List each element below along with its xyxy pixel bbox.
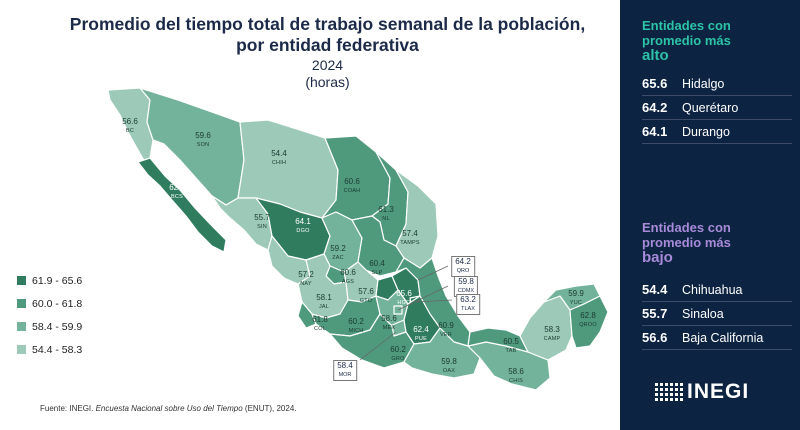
label-camp: 58.3 CAMP bbox=[543, 325, 561, 342]
list-item: 54.4 Chihuahua bbox=[642, 278, 792, 302]
state-son bbox=[139, 87, 245, 206]
source-survey: Encuesta Nacional sobre Uso del Tiempo bbox=[95, 404, 243, 413]
leader-qro bbox=[417, 265, 449, 281]
legend-label: 60.0 - 61.8 bbox=[32, 297, 83, 310]
label-son: 59.6 SON bbox=[195, 131, 211, 148]
high-heading: Entidades con promedio más alto bbox=[642, 18, 731, 63]
label-chis: 58.6 CHIS bbox=[508, 367, 524, 384]
list-item: 56.6 Baja California bbox=[642, 326, 792, 350]
label-tamps: 57.4 TAMPS bbox=[400, 229, 420, 246]
high-value: 64.1 bbox=[642, 124, 668, 139]
list-item: 55.7 Sinaloa bbox=[642, 302, 792, 326]
low-heading-big: bajo bbox=[642, 249, 673, 266]
label-tab: 60.5 TAB bbox=[503, 337, 519, 354]
high-heading-line-1: Entidades con bbox=[642, 18, 731, 33]
high-state-name: Querétaro bbox=[682, 100, 739, 115]
label-bc: 56.6 BC bbox=[122, 117, 138, 134]
state-col bbox=[297, 301, 317, 329]
callout-qro: 64.2 QRO bbox=[451, 256, 475, 277]
low-heading-line-2: promedio más bbox=[642, 235, 731, 250]
label-slp: 60.4 SLP bbox=[369, 259, 385, 276]
label-ags: 60.6 AGS bbox=[340, 268, 356, 285]
label-dgo: 64.1 DGO bbox=[295, 217, 311, 234]
label-pue: 62.4 PUE bbox=[413, 325, 429, 342]
label-gro: 60.2 GRO bbox=[390, 345, 406, 362]
state-bcs bbox=[137, 157, 227, 253]
leader-tlax bbox=[415, 299, 453, 303]
label-jal: 58.1 JAL bbox=[316, 293, 332, 310]
label-nl: 61.3 NL bbox=[378, 205, 394, 222]
label-coah: 60.6 COAH bbox=[343, 177, 361, 194]
legend-item: 61.9 - 65.6 bbox=[17, 274, 83, 287]
low-value: 56.6 bbox=[642, 330, 668, 345]
low-state-name: Baja California bbox=[682, 330, 764, 345]
mexico-map bbox=[107, 87, 609, 391]
source-prefix: Fuente: INEGI. bbox=[40, 404, 96, 413]
logo-text: INEGI bbox=[687, 380, 750, 403]
low-list: 54.4 Chihuahua 55.7 Sinaloa 56.6 Baja Ca… bbox=[642, 278, 792, 350]
title-line-1: Promedio del tiempo total de trabajo sem… bbox=[69, 14, 586, 34]
legend-item: 54.4 - 58.3 bbox=[17, 343, 83, 356]
low-heading-line-1: Entidades con bbox=[642, 220, 731, 235]
callout-mor: 58.4 MOR bbox=[333, 360, 357, 381]
label-sin: 55.7 SIN bbox=[254, 213, 270, 230]
legend-swatch bbox=[17, 276, 26, 285]
legend-swatch bbox=[17, 322, 26, 331]
title-unit: (horas) bbox=[305, 74, 350, 90]
label-qroo: 62.8 QROO bbox=[579, 311, 597, 328]
high-state-name: Durango bbox=[682, 124, 730, 139]
label-hgo: 65.6 HGO bbox=[396, 289, 412, 306]
source-note: Fuente: INEGI. Encuesta Nacional sobre U… bbox=[40, 404, 297, 413]
high-list: 65.6 Hidalgo 64.2 Querétaro 64.1 Durango bbox=[642, 72, 792, 144]
inegi-logo: INEGI bbox=[655, 380, 749, 404]
summary-panel: Entidades con promedio más alto 65.6 Hid… bbox=[620, 0, 800, 430]
high-value: 65.6 bbox=[642, 76, 668, 91]
label-zac: 59.2 ZAC bbox=[330, 244, 346, 261]
low-state-name: Chihuahua bbox=[682, 282, 743, 297]
label-oax: 59.8 OAX bbox=[441, 357, 457, 374]
leader-cdmx bbox=[397, 285, 449, 311]
legend-swatch bbox=[17, 299, 26, 308]
low-value: 54.4 bbox=[642, 282, 668, 297]
low-value: 55.7 bbox=[642, 306, 668, 321]
list-item: 65.6 Hidalgo bbox=[642, 72, 792, 96]
list-item: 64.2 Querétaro bbox=[642, 96, 792, 120]
map-title: Promedio del tiempo total de trabajo sem… bbox=[40, 14, 615, 91]
label-col: 61.8 COL bbox=[312, 315, 328, 332]
label-gto: 57.6 GTO bbox=[358, 287, 374, 304]
label-mich: 60.2 MICH bbox=[348, 317, 364, 334]
label-yuc: 59.9 YUC bbox=[568, 289, 584, 306]
label-ver: 60.9 VER bbox=[438, 321, 454, 338]
high-heading-line-2: promedio más bbox=[642, 33, 731, 48]
legend-item: 60.0 - 61.8 bbox=[17, 297, 83, 310]
label-bcs: 62.6 BCS bbox=[169, 183, 185, 200]
label-mex: 58.6 MEX bbox=[381, 314, 397, 331]
leader-mor bbox=[359, 331, 397, 361]
label-chih: 54.4 CHIH bbox=[271, 149, 287, 166]
legend-label: 54.4 - 58.3 bbox=[32, 343, 83, 356]
high-heading-big: alto bbox=[642, 47, 669, 64]
low-heading: Entidades con promedio más bajo bbox=[642, 220, 731, 265]
low-state-name: Sinaloa bbox=[682, 306, 724, 321]
legend-swatch bbox=[17, 345, 26, 354]
map-legend: 61.9 - 65.6 60.0 - 61.8 58.4 - 59.9 54.4… bbox=[17, 275, 82, 367]
title-line-2: por entidad federativa bbox=[236, 35, 419, 55]
state-oax bbox=[403, 327, 481, 379]
legend-label: 61.9 - 65.6 bbox=[32, 274, 83, 287]
state-gro bbox=[329, 313, 415, 369]
list-item: 64.1 Durango bbox=[642, 120, 792, 144]
high-value: 64.2 bbox=[642, 100, 668, 115]
source-suffix: (ENUT), 2024. bbox=[242, 404, 297, 413]
label-nay: 57.2 NAY bbox=[298, 270, 314, 287]
legend-item: 58.4 - 59.9 bbox=[17, 320, 83, 333]
state-qroo bbox=[569, 295, 609, 349]
high-state-name: Hidalgo bbox=[682, 76, 725, 91]
logo-dots-icon bbox=[655, 383, 683, 401]
callout-tlax: 63.2 TLAX bbox=[456, 294, 480, 315]
title-year: 2024 bbox=[311, 57, 344, 73]
legend-label: 58.4 - 59.9 bbox=[32, 320, 83, 333]
